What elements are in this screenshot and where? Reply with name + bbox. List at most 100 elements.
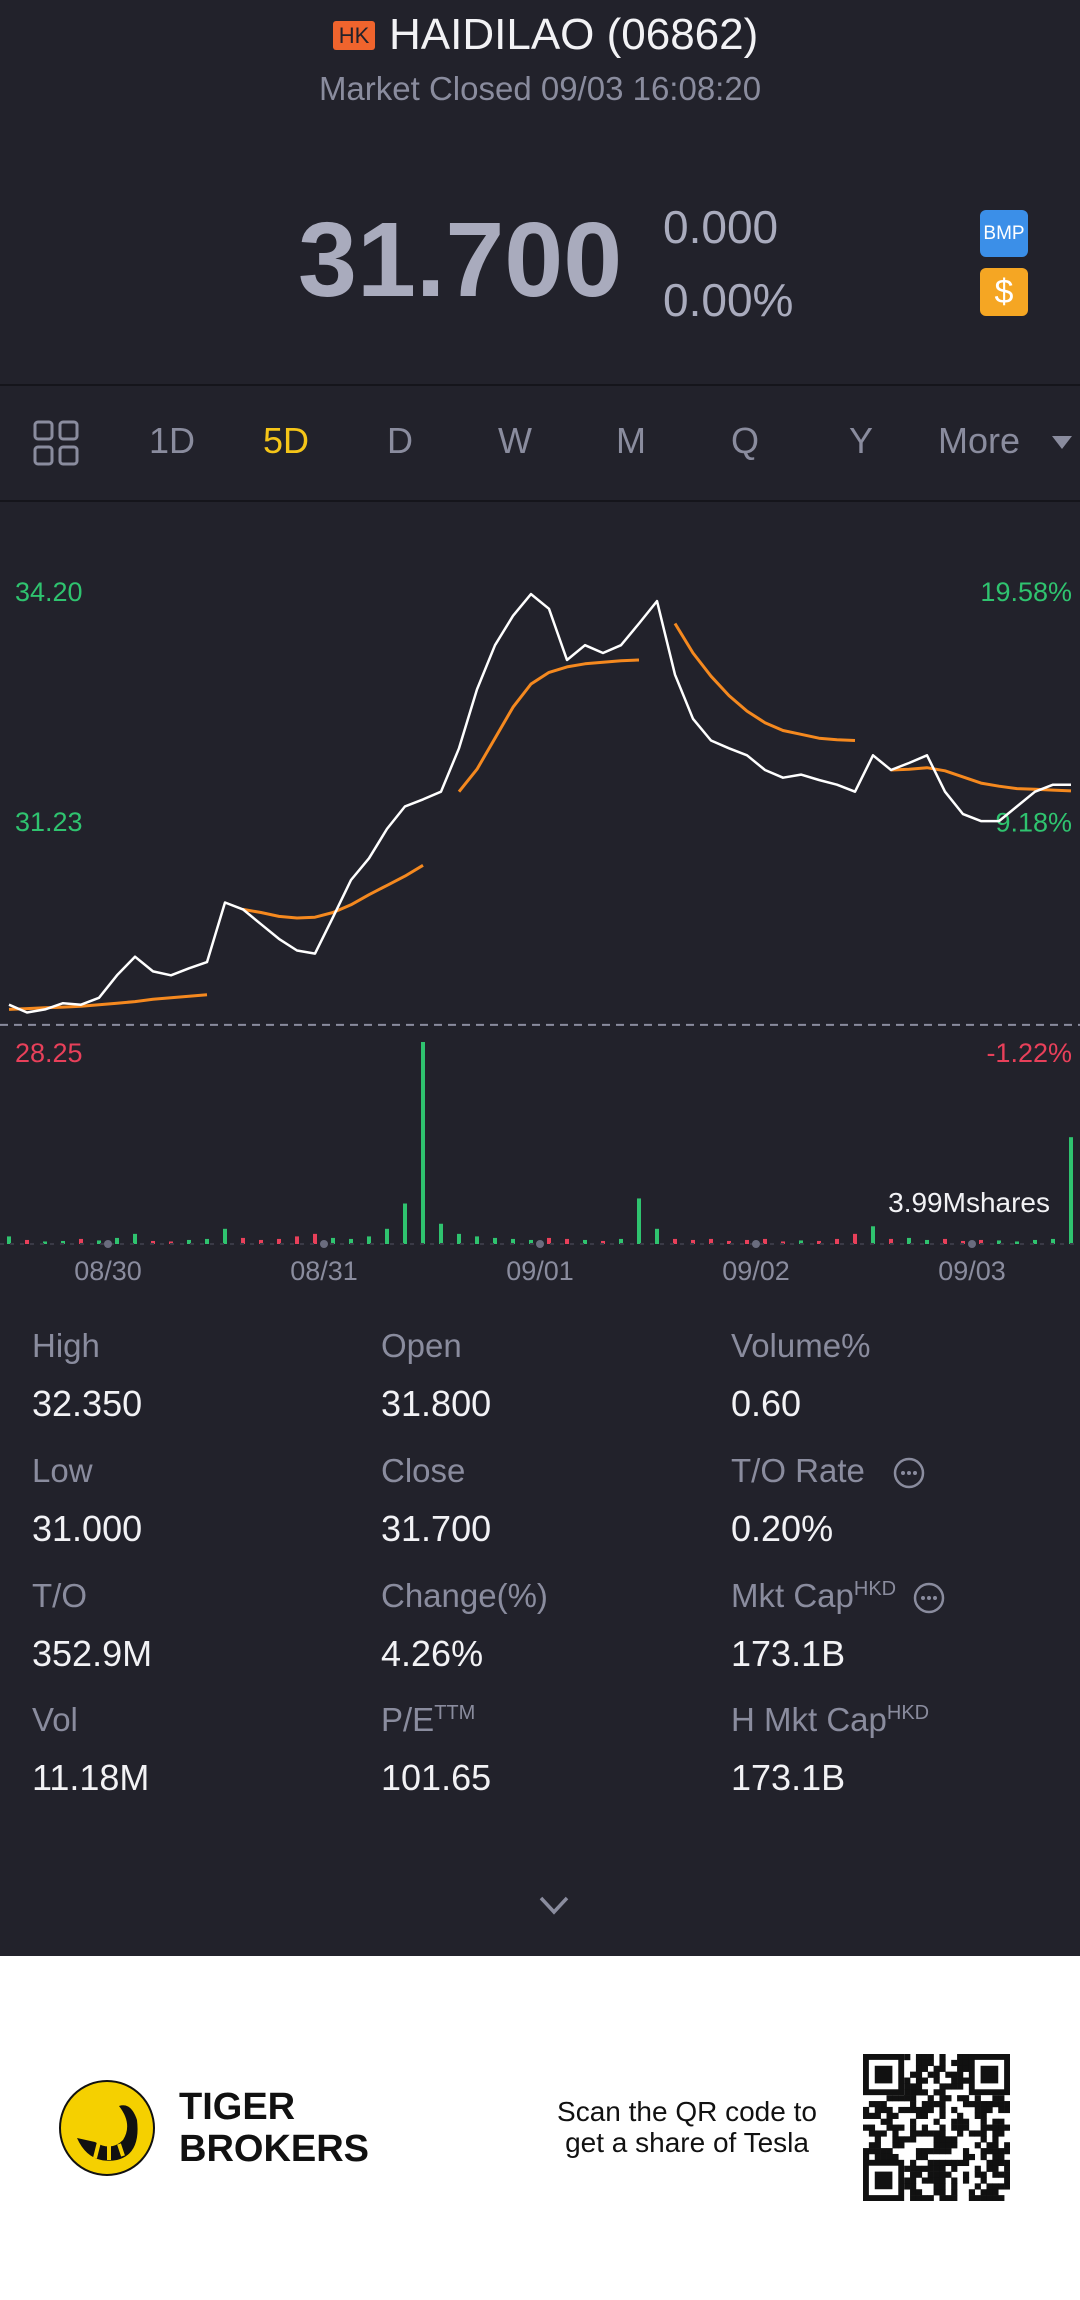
stat-value: 32.350	[32, 1383, 143, 1424]
volume-bar	[43, 1241, 47, 1244]
qr-cell	[992, 2148, 999, 2155]
stat-value: 352.9M	[32, 1633, 153, 1674]
volume-bar	[241, 1237, 245, 1244]
volume-bar	[979, 1239, 983, 1244]
qr-cell	[939, 2136, 946, 2143]
tab[interactable]: Q	[730, 420, 760, 461]
x-tick-label: 09/02	[722, 1256, 790, 1286]
qr-cell	[910, 2165, 917, 2172]
qr-cell	[980, 2112, 987, 2119]
layout-icon[interactable]	[33, 420, 79, 466]
volume-bar	[601, 1240, 605, 1244]
volume-bar	[313, 1233, 317, 1244]
expand-chevron[interactable]	[538, 1895, 570, 1917]
stat-label-text: Change(%)	[381, 1577, 548, 1614]
volume-label: 3.99Mshares	[888, 1187, 1050, 1218]
tiger-logo	[59, 2080, 155, 2176]
qr-cell	[974, 2101, 981, 2108]
stat-label: Mkt CapHKD	[731, 1577, 896, 1615]
volume-bar	[115, 1237, 119, 1244]
y-tick-label: 28.25	[15, 1038, 83, 1068]
qr-cell	[986, 2189, 993, 2196]
tab[interactable]: D	[387, 420, 413, 461]
qr-cell	[992, 2183, 999, 2190]
qr-cell	[992, 2142, 999, 2149]
qr-cell	[874, 2153, 881, 2161]
qr-cell	[998, 2095, 1005, 2102]
x-tick-label: 09/01	[506, 1256, 574, 1286]
qr-cell	[933, 2165, 940, 2172]
qr-cell	[915, 2054, 923, 2061]
tab[interactable]: W	[498, 420, 532, 461]
qr-finder	[968, 2054, 1010, 2096]
stat-label-text: P/E	[381, 1701, 435, 1738]
qr-cell	[921, 2177, 928, 2184]
info-icon[interactable]	[892, 1456, 926, 1490]
qr-cell	[992, 2118, 999, 2125]
qr-cell	[951, 2059, 958, 2067]
qr-cell	[910, 2177, 917, 2184]
qr-cell	[962, 2095, 970, 2102]
x-tick-label: 08/31	[290, 1256, 358, 1286]
day-dot	[104, 1240, 112, 1248]
stat-label: T/O Rate	[731, 1452, 865, 1490]
qr-cell	[933, 2071, 940, 2078]
tab[interactable]: More	[937, 420, 1021, 461]
qr-cell	[892, 2130, 899, 2137]
volume-bar	[79, 1238, 83, 1244]
qr-cell	[957, 2130, 964, 2137]
qr-cell	[868, 2124, 876, 2131]
qr-cell	[939, 2165, 946, 2172]
tab[interactable]: 5D	[262, 420, 310, 461]
qr-cell	[939, 2089, 946, 2096]
volume-bar	[943, 1238, 947, 1244]
volume-bar	[187, 1239, 191, 1244]
qr-cell	[974, 2112, 981, 2119]
stat-label-text: High	[32, 1327, 100, 1364]
tab[interactable]: Y	[848, 420, 874, 461]
qr-cell	[921, 2101, 928, 2108]
qr-cell	[886, 2095, 893, 2102]
qr-cell	[968, 2101, 976, 2108]
qr-cell	[921, 2112, 928, 2119]
qr-cell	[951, 2071, 958, 2078]
qr-cell	[980, 2124, 987, 2131]
more-arrow[interactable]	[1052, 436, 1072, 450]
qr-cell	[927, 2101, 934, 2108]
qr-cell	[939, 2148, 946, 2155]
qr-cell	[957, 2059, 964, 2067]
price-line	[8, 592, 1071, 1014]
tab[interactable]: 1D	[148, 420, 196, 461]
y2-tick-label: 9.18%	[995, 808, 1072, 838]
qr-cell	[968, 2189, 976, 2196]
volume-bar	[637, 1198, 641, 1244]
qr-cell	[939, 2195, 946, 2201]
qr-cell	[915, 2195, 923, 2201]
qr-cell	[939, 2083, 946, 2090]
brand-name: TIGER BROKERS	[179, 2086, 369, 2170]
qr-cell	[904, 2054, 911, 2061]
qr-cell	[957, 2095, 964, 2102]
day-dot	[752, 1240, 760, 1248]
qr-cell	[962, 2124, 970, 2131]
qr-cell	[980, 2106, 987, 2114]
stat-label: Open	[381, 1327, 462, 1365]
qr-cell	[921, 2106, 928, 2114]
stat-label-text: Close	[381, 1452, 466, 1489]
bmp-badge[interactable]: BMP	[980, 210, 1028, 257]
volume-bar	[691, 1239, 695, 1244]
qr-cell	[980, 2136, 987, 2143]
qr-cell	[921, 2148, 928, 2155]
qr-cell	[945, 2142, 952, 2149]
info-icon[interactable]	[912, 1581, 946, 1615]
qr-cell	[962, 2159, 970, 2167]
qr-cell	[998, 2130, 1005, 2137]
qr-cell	[915, 2059, 923, 2067]
currency-badge[interactable]: $	[980, 268, 1028, 316]
change: 0.000	[663, 201, 779, 253]
tab[interactable]: M	[616, 420, 646, 461]
avg-line	[8, 622, 1072, 1011]
qr-cell	[933, 2118, 940, 2125]
qr-cell	[898, 2136, 905, 2143]
qr-cell	[933, 2101, 940, 2108]
